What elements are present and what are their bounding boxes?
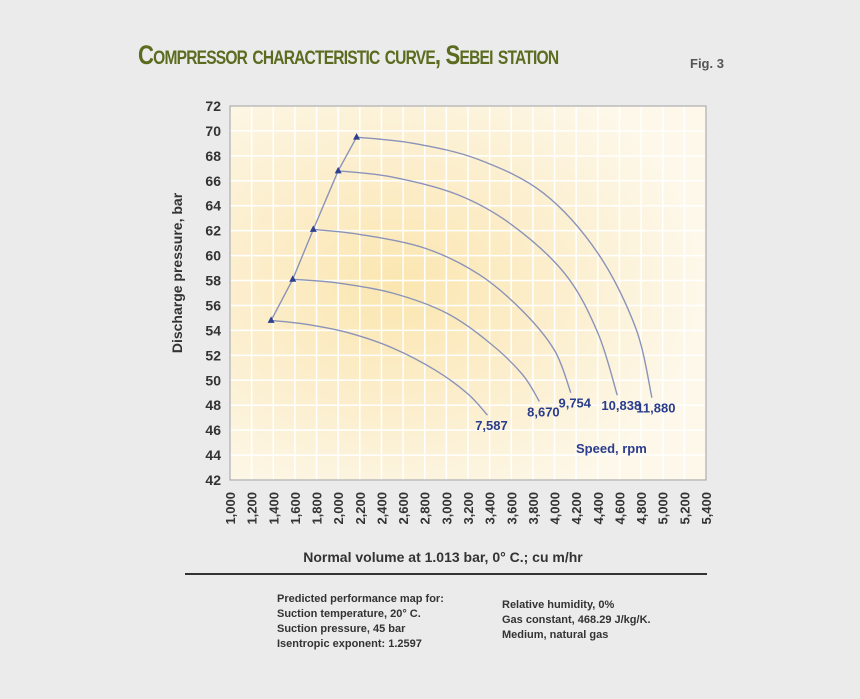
x-tick-label: 5,000 [656, 492, 671, 525]
note-line: Suction temperature, 20° C. [277, 608, 421, 620]
note-line: Isentropic exponent: 1.2597 [277, 638, 422, 650]
x-tick-label: 3,600 [504, 492, 519, 525]
y-tick-label: 64 [205, 198, 221, 214]
note-line: Predicted performance map for: [277, 593, 444, 605]
y-tick-label: 68 [205, 148, 221, 164]
speed-label: 11,880 [636, 401, 675, 416]
x-tick-label: 4,400 [591, 492, 606, 525]
x-axis: 1,000 1,200 1,400 1,600 1,800 2,000 2,200 2,400… [223, 492, 714, 525]
speed-curve [292, 278, 540, 402]
x-tick-label: 3,000 [439, 492, 454, 525]
surge-point [267, 316, 275, 323]
y-tick-label: 70 [205, 123, 221, 139]
speed-curve [271, 319, 488, 416]
y-tick-label: 58 [205, 273, 221, 289]
x-tick-label: 4,600 [612, 492, 627, 525]
surge-point [289, 275, 297, 282]
y-tick-label: 62 [205, 223, 221, 239]
speed-label: 9,754 [558, 396, 591, 411]
x-tick-label: 2,600 [396, 492, 411, 525]
y-tick-label: 52 [205, 347, 221, 363]
surge-point [309, 225, 317, 232]
y-tick-label: 66 [205, 173, 221, 189]
x-tick-label: 2,400 [374, 492, 389, 525]
x-tick-label: 1,800 [310, 492, 325, 525]
x-tick-label: 3,800 [526, 492, 541, 525]
note-line: Relative humidity, 0% [502, 599, 615, 611]
x-tick-label: 1,400 [266, 492, 281, 525]
x-tick-label: 3,400 [483, 492, 498, 525]
x-tick-label: 4,800 [634, 492, 649, 525]
y-axis: 72 70 68 66 64 62 60 58 56 54 52 50 48 46 44 42 [205, 98, 221, 488]
note-line: Medium, natural gas [502, 629, 609, 641]
x-tick-label: 1,000 [223, 492, 238, 525]
speed-curve [338, 170, 618, 396]
y-tick-label: 72 [205, 98, 221, 114]
legend-title: Speed, rpm [576, 441, 647, 456]
y-tick-label: 48 [205, 397, 221, 413]
speed-label: 8,670 [527, 404, 560, 419]
chart-title: Compressor characteristic curve, Sebei s… [138, 40, 559, 70]
y-tick-label: 50 [205, 372, 221, 388]
figure-label: Fig. 3 [690, 56, 724, 71]
x-tick-label: 1,200 [245, 492, 260, 525]
y-tick-label: 42 [205, 472, 221, 488]
plot-border [229, 105, 707, 481]
x-tick-label: 5,200 [677, 492, 692, 525]
speed-curve [356, 136, 653, 398]
y-tick-label: 60 [205, 248, 221, 264]
speed-label: 7,587 [475, 418, 508, 433]
speed-curve [313, 228, 572, 393]
y-tick-label: 44 [205, 447, 221, 463]
surge-point [334, 166, 342, 174]
note-line: Gas constant, 468.29 J/kg/K. [502, 614, 651, 626]
notes-right: Relative humidity, 0% Gas constant, 468.… [502, 598, 651, 643]
x-tick-label: 2,200 [353, 492, 368, 525]
x-tick-label: 4,000 [548, 492, 563, 525]
x-tick-label: 1,600 [288, 492, 303, 525]
x-tick-label: 2,000 [331, 492, 346, 525]
x-tick-label: 5,400 [699, 492, 714, 525]
note-line: Suction pressure, 45 bar [277, 623, 406, 635]
x-tick-label: 4,200 [569, 492, 584, 525]
x-axis-label: Normal volume at 1.013 bar, 0° C.; cu m/… [303, 549, 583, 565]
divider [185, 573, 707, 575]
y-tick-label: 46 [205, 422, 221, 438]
y-tick-label: 54 [205, 322, 221, 338]
x-tick-label: 3,200 [461, 492, 476, 525]
speed-label: 10,838 [601, 398, 641, 413]
y-tick-label: 56 [205, 297, 221, 313]
x-tick-label: 2,800 [418, 492, 433, 525]
notes-left: Predicted performance map for: Suction t… [277, 592, 444, 652]
surge-point [353, 133, 361, 140]
y-axis-label: Discharge pressure, bar [169, 192, 185, 353]
